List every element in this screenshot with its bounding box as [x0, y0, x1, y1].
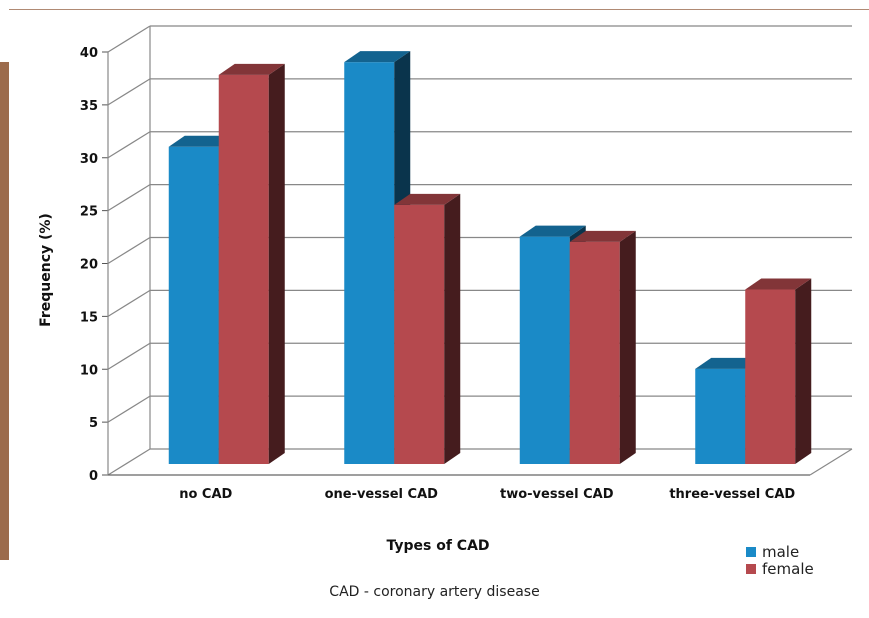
- figure-caption: CAD - coronary artery disease: [329, 584, 540, 600]
- x-tick-label: one-vessel CAD: [325, 487, 439, 502]
- y-axis-label: Frequency (%): [38, 213, 54, 327]
- legend-item-female: female: [746, 559, 814, 578]
- gridline-diagonal: [107, 25, 151, 53]
- bar-top: [394, 193, 461, 205]
- left-decorative-strip: [0, 62, 9, 560]
- bar-side: [795, 278, 812, 464]
- y-tick-label: 25: [80, 205, 98, 220]
- bar-front: [344, 62, 395, 465]
- gridline-diagonal: [107, 131, 151, 159]
- gridline-diagonal: [107, 448, 151, 476]
- y-tick-label: 0: [89, 469, 98, 484]
- bar-side: [268, 63, 285, 465]
- legend-item-male: male: [746, 542, 814, 561]
- x-tick-label: no CAD: [179, 487, 232, 502]
- bar-front: [745, 289, 796, 464]
- bar-top: [218, 63, 285, 75]
- x-tick-label: three-vessel CAD: [669, 487, 795, 502]
- y-tick-label: 35: [80, 99, 98, 114]
- legend: male female: [746, 542, 814, 578]
- y-tick-label: 30: [80, 152, 98, 167]
- top-border-line: [9, 9, 869, 10]
- gridline-diagonal: [107, 289, 151, 317]
- bar-front: [394, 204, 445, 464]
- bar-female-0: [218, 63, 285, 465]
- floor-right-edge: [809, 448, 853, 476]
- x-axis-label: Types of CAD: [386, 538, 489, 554]
- labels-layer: 0 5 10 15 20 25 30 35 40 no CAD one-vessel CAD two-…: [80, 46, 795, 502]
- gridline-diagonal: [107, 395, 151, 423]
- bar-female-3: [745, 278, 812, 464]
- gridline-diagonal: [107, 184, 151, 212]
- bar-top: [745, 278, 812, 290]
- bar-side: [444, 193, 461, 464]
- bar-top: [168, 135, 235, 147]
- gridline-diagonal: [107, 342, 151, 370]
- bar-top: [344, 51, 411, 63]
- bar-front: [168, 146, 219, 464]
- legend-swatch-male: [746, 546, 756, 557]
- y-tick-label: 15: [80, 310, 98, 325]
- y-tick-label: 40: [80, 46, 98, 61]
- y-tick-label: 10: [80, 363, 98, 378]
- y-tick-label: 20: [80, 258, 98, 273]
- bar-front: [519, 236, 570, 464]
- bar-female-1: [394, 193, 461, 464]
- bar-top: [519, 225, 586, 237]
- bar-front: [695, 368, 746, 464]
- bar-top: [569, 230, 636, 242]
- gridline-diagonal: [107, 236, 151, 265]
- legend-label-male: male: [762, 542, 800, 561]
- bar-front: [569, 241, 620, 464]
- bar-female-2: [569, 230, 636, 464]
- gridline-diagonal: [107, 78, 151, 106]
- legend-label-female: female: [762, 559, 814, 578]
- bars-layer: [168, 51, 812, 465]
- bar-side: [619, 230, 636, 464]
- y-tick-label: 5: [89, 416, 98, 431]
- bar-top: [695, 357, 762, 369]
- bar-front: [218, 74, 269, 464]
- x-tick-label: two-vessel CAD: [500, 487, 614, 502]
- legend-swatch-female: [746, 563, 756, 574]
